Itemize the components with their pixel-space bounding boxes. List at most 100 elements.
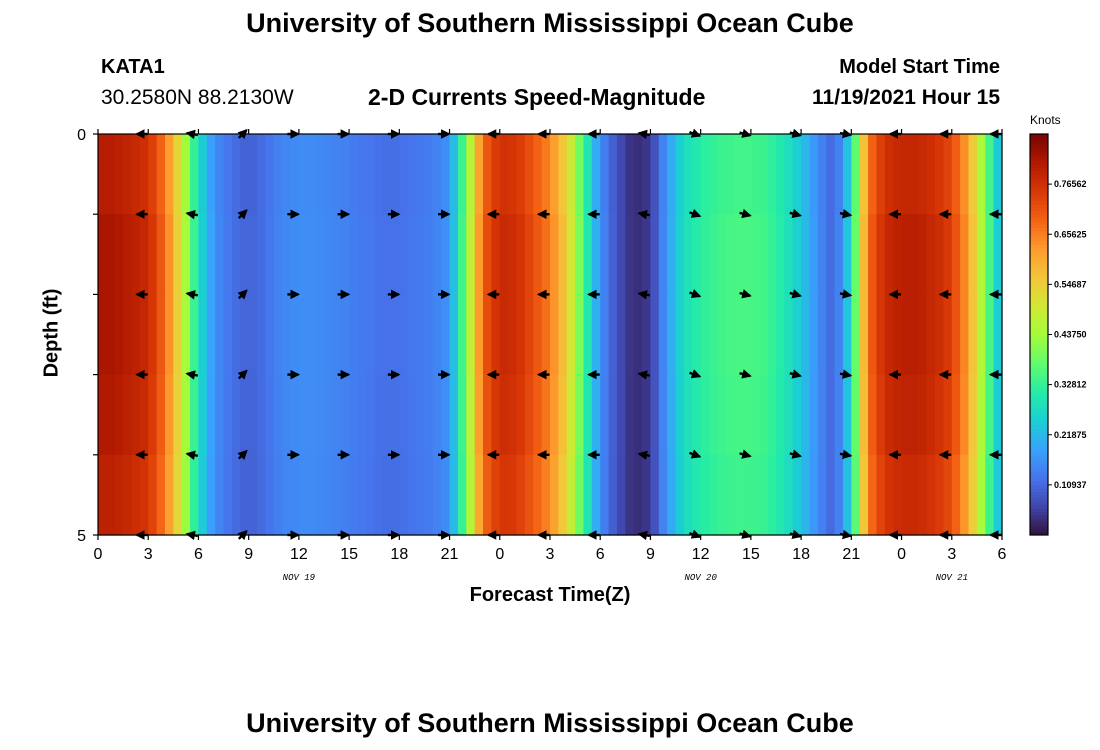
heatmap-cell xyxy=(650,374,660,456)
colorbar-segment xyxy=(1030,234,1048,239)
heatmap-cell xyxy=(123,454,133,536)
heatmap-cell xyxy=(960,134,970,215)
heatmap-cells xyxy=(98,134,1003,536)
model-start-value: 11/19/2021 Hour 15 xyxy=(812,86,1000,109)
heatmap-cell xyxy=(985,454,995,536)
heatmap-cell xyxy=(441,454,451,536)
heatmap-cell xyxy=(499,374,509,456)
x-tick-label: 12 xyxy=(692,546,710,563)
heatmap-cell xyxy=(616,454,626,536)
heatmap-cell xyxy=(390,454,400,536)
heatmap-cell xyxy=(491,214,501,295)
heatmap-cell xyxy=(416,294,426,376)
axes: 0 3 6 9 12 15 18 21 0 3 6 9 12 15 18 21 0 3 6 NOV 19 NOV 20 N… xyxy=(77,127,1006,583)
heatmap-cell xyxy=(884,294,894,376)
heatmap-cell xyxy=(692,294,702,376)
heatmap-cell xyxy=(591,214,601,295)
heatmap-cell xyxy=(257,214,267,295)
heatmap-cell xyxy=(717,454,727,536)
heatmap-cell xyxy=(692,374,702,456)
colorbar-segment xyxy=(1030,514,1048,519)
heatmap-cell xyxy=(558,454,568,536)
heatmap-cell xyxy=(700,134,710,215)
heatmap-cell xyxy=(516,454,526,536)
heatmap-cell xyxy=(951,374,961,456)
heatmap-cell xyxy=(734,134,744,215)
heatmap-cell xyxy=(817,214,827,295)
heatmap-cell xyxy=(566,294,576,376)
heatmap-cell xyxy=(441,374,451,456)
heatmap-cell xyxy=(164,374,174,456)
heatmap-cell xyxy=(926,454,936,536)
heatmap-cell xyxy=(215,374,225,456)
heatmap-cell xyxy=(683,374,693,456)
heatmap-cell xyxy=(734,374,744,456)
heatmap-cell xyxy=(457,294,467,376)
heatmap-cell xyxy=(131,214,141,295)
heatmap-cell xyxy=(215,214,225,295)
heatmap-cell xyxy=(784,294,794,376)
heatmap-cell xyxy=(198,454,208,536)
colorbar-segment xyxy=(1030,424,1048,429)
colorbar-segment xyxy=(1030,528,1048,533)
heatmap-cell xyxy=(298,454,308,536)
current-vector-arrow xyxy=(637,290,651,300)
heatmap-cell xyxy=(566,214,576,295)
heatmap-cell xyxy=(876,134,886,215)
heatmap-cell xyxy=(926,294,936,376)
heatmap-cell xyxy=(307,454,317,536)
heatmap-cell xyxy=(809,134,819,215)
heatmap-cell xyxy=(240,134,250,215)
heatmap-cell xyxy=(265,374,275,456)
heatmap-cell xyxy=(307,134,317,215)
colorbar-segment xyxy=(1030,257,1048,262)
x-axis-label: Forecast Time(Z) xyxy=(469,584,631,606)
heatmap-cell xyxy=(273,134,283,215)
heatmap-cell xyxy=(909,374,919,456)
model-start-label: Model Start Time xyxy=(839,56,1000,78)
heatmap-cell xyxy=(181,294,191,376)
heatmap-cell xyxy=(591,134,601,215)
colorbar-segment xyxy=(1030,287,1048,292)
colorbar-segment xyxy=(1030,134,1048,138)
heatmap-cell xyxy=(223,454,233,536)
heatmap-cell xyxy=(106,214,116,295)
heatmap-cell xyxy=(901,454,911,536)
heatmap-cell xyxy=(960,214,970,295)
heatmap-cell xyxy=(575,214,585,295)
heatmap-cell xyxy=(650,294,660,376)
heatmap-cell xyxy=(575,294,585,376)
heatmap-cell xyxy=(650,134,660,215)
heatmap-cell xyxy=(240,214,250,295)
heatmap-cell xyxy=(524,134,534,215)
heatmap-cell xyxy=(709,214,719,295)
heatmap-cell xyxy=(340,374,350,456)
heatmap-cell xyxy=(700,454,710,536)
heatmap-cell xyxy=(533,134,543,215)
heatmap-cell xyxy=(349,134,359,215)
heatmap-cell xyxy=(173,294,183,376)
heatmap-cell xyxy=(600,454,610,536)
heatmap-cell xyxy=(600,214,610,295)
heatmap-cell xyxy=(114,134,124,215)
heatmap-cell xyxy=(868,134,878,215)
heatmap-cell xyxy=(432,454,442,536)
heatmap-cell xyxy=(357,374,367,456)
heatmap-cell xyxy=(98,214,107,295)
heatmap-cell xyxy=(550,214,559,295)
heatmap-cell xyxy=(315,374,325,456)
heatmap-cell xyxy=(324,294,333,376)
heatmap-cell xyxy=(139,294,149,376)
heatmap-cell xyxy=(583,134,593,215)
heatmap-cell xyxy=(692,454,702,536)
heatmap-cell xyxy=(968,374,978,456)
current-vector-arrow xyxy=(789,369,802,379)
colorbar-segment xyxy=(1030,200,1048,205)
heatmap-cell xyxy=(591,294,601,376)
heatmap-cell xyxy=(935,454,945,536)
heatmap-cell xyxy=(700,214,710,295)
heatmap-cell xyxy=(206,134,216,215)
colorbar-segment xyxy=(1030,461,1048,466)
heatmap-cell xyxy=(842,134,852,215)
heatmap-cell xyxy=(399,294,409,376)
